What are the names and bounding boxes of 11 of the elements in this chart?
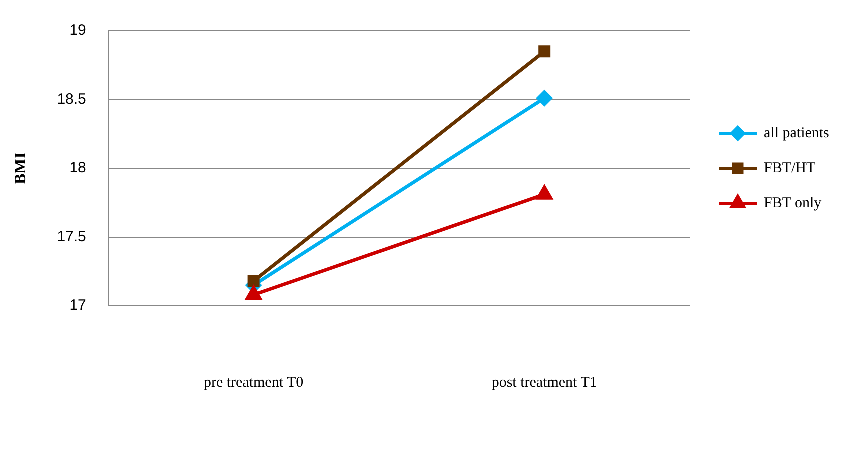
y-tick-label: 18.5 (57, 90, 86, 108)
legend-label: FBT/HT (764, 160, 816, 176)
y-axis-title: BMI (12, 152, 30, 184)
y-tick-label: 17.5 (57, 228, 86, 246)
legend-label: FBT only (764, 195, 822, 212)
x-tick-label: post treatment T1 (492, 374, 598, 391)
x-tick-label: pre treatment T0 (204, 374, 304, 391)
y-tick-label: 17 (70, 297, 86, 314)
y-tick-label: 19 (70, 22, 86, 40)
y-tick-label: 18 (70, 160, 86, 177)
legend-label: all patients (764, 125, 830, 142)
